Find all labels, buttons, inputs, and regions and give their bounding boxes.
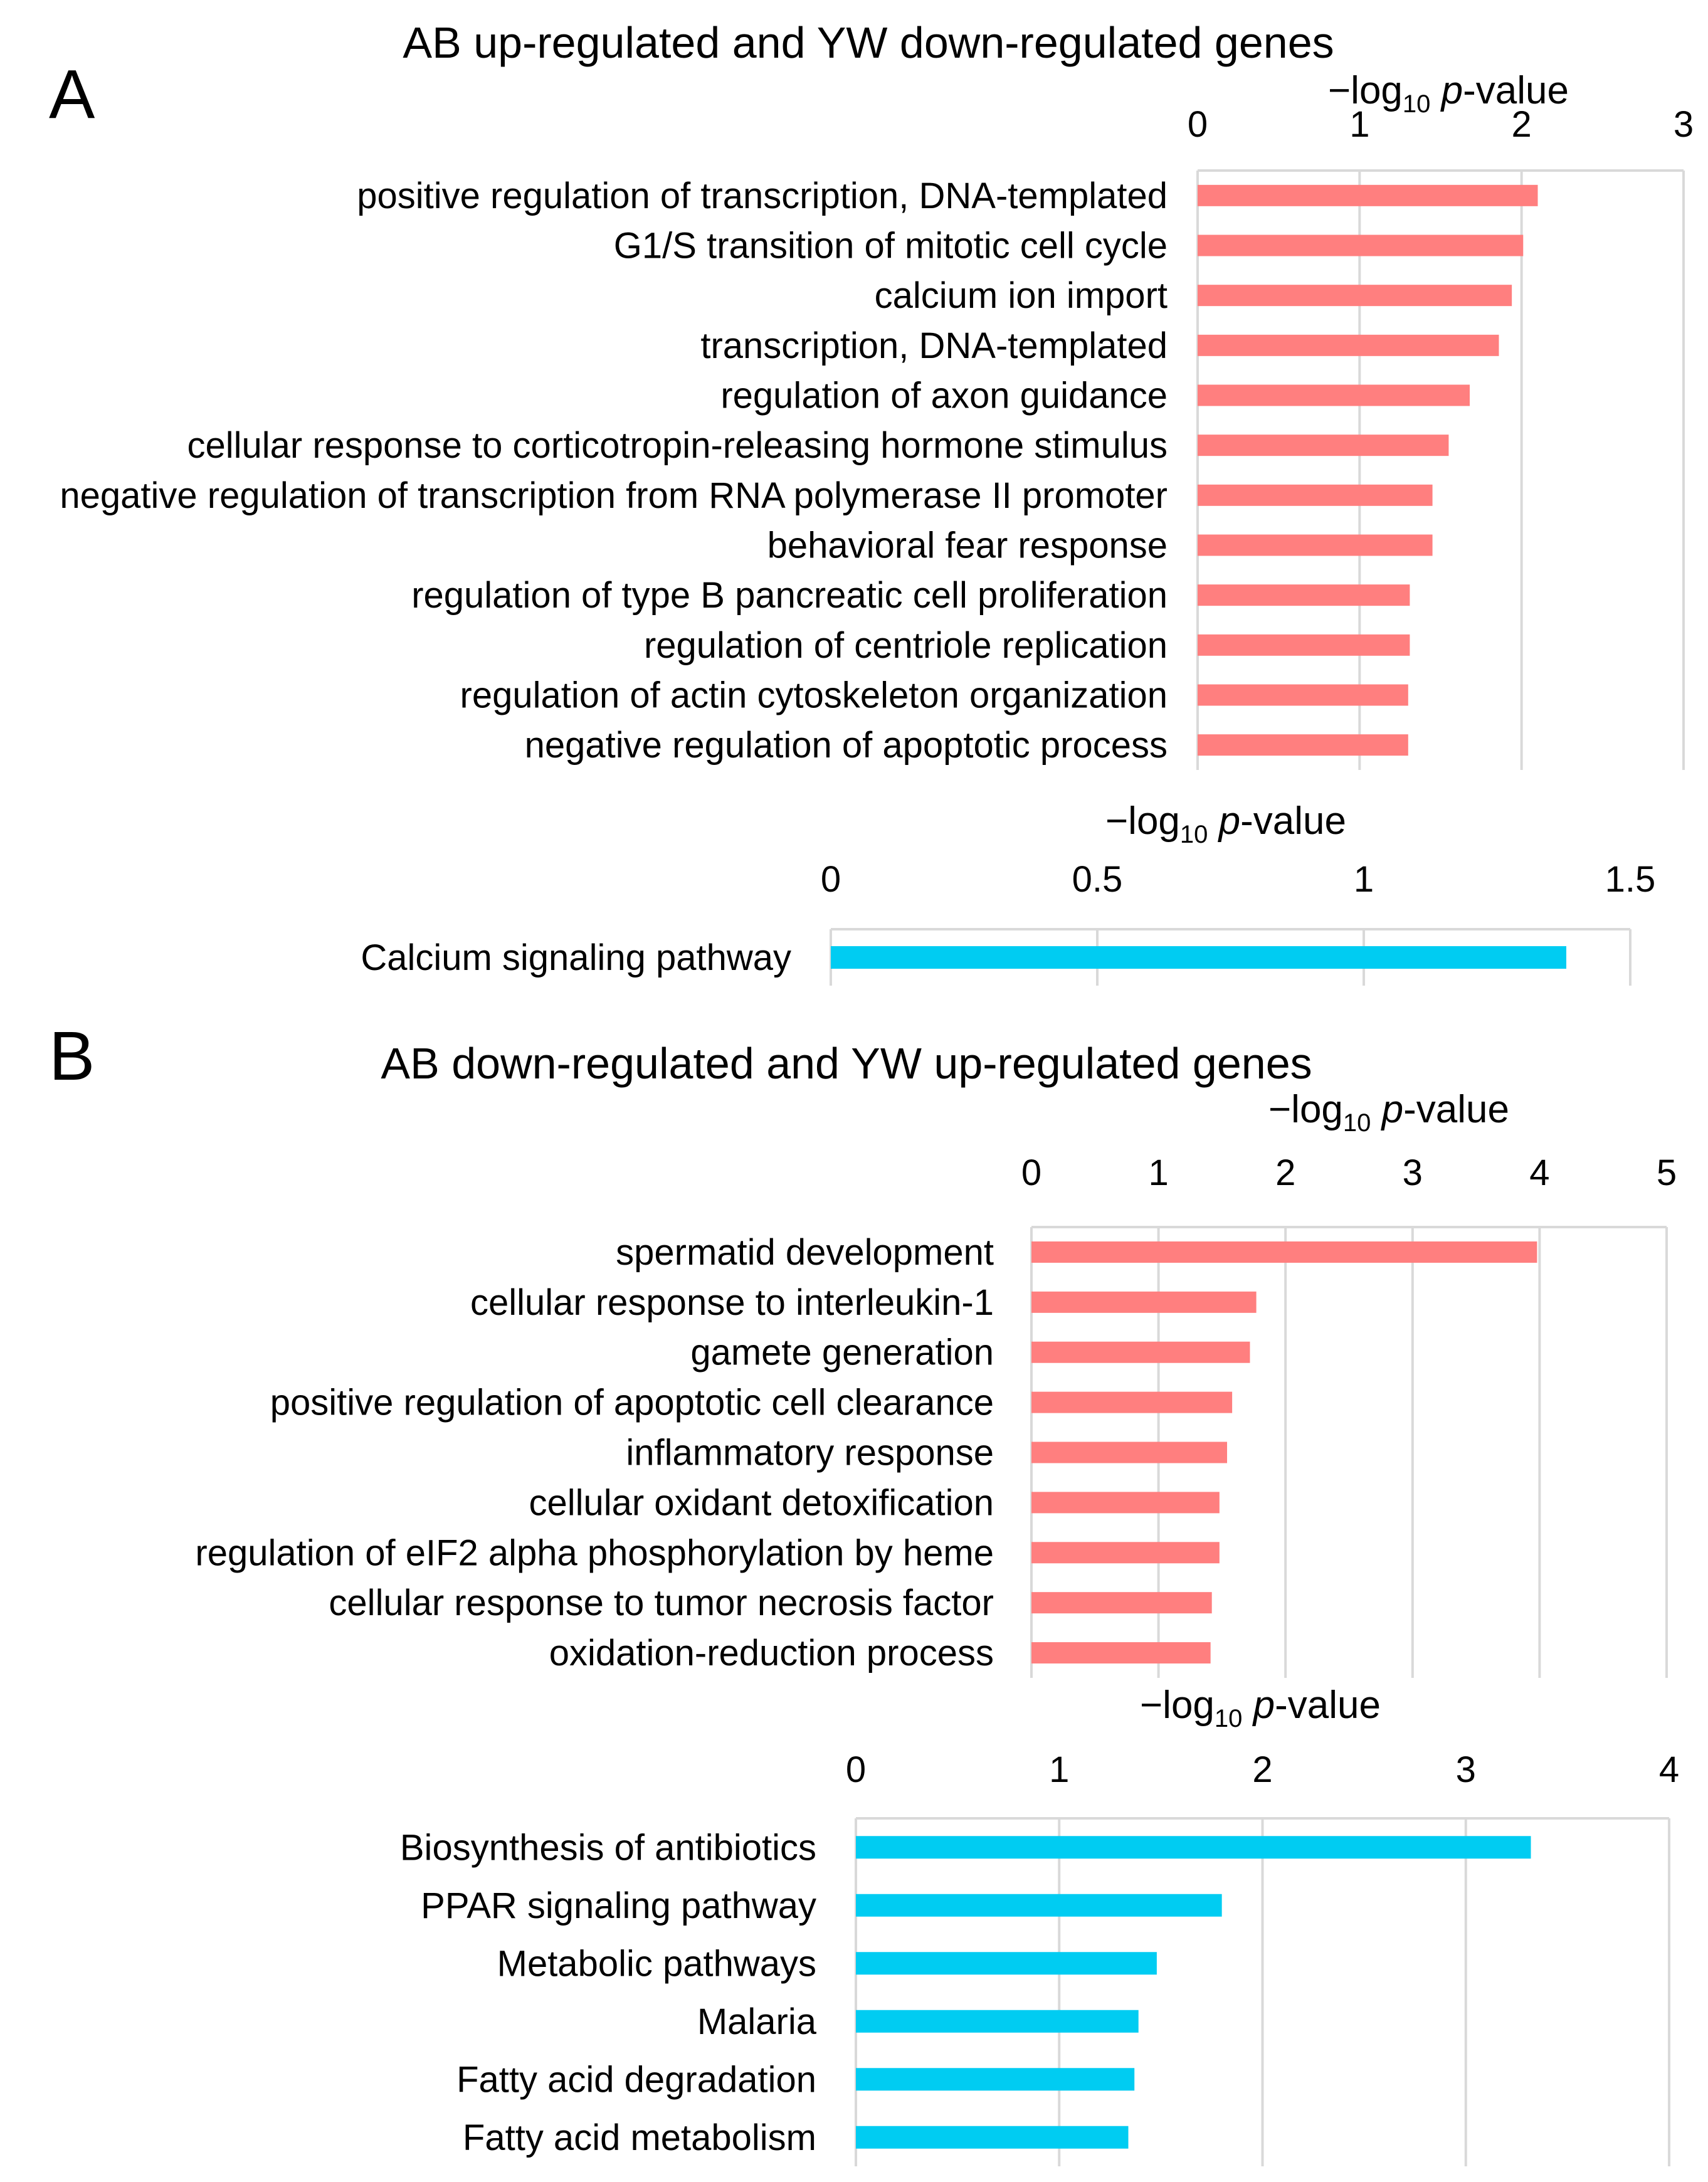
category-label: G1/S transition of mitotic cell cycle: [614, 226, 1168, 266]
chart-b-2: −log10 p-value 0 1 2 3 4 Biosynthesis of antib…: [400, 1684, 1679, 2166]
bar: [1198, 634, 1410, 656]
category-label: positive regulation of transcription, DN…: [357, 176, 1168, 216]
category-label: behavioral fear response: [767, 525, 1168, 566]
panel-label: B: [49, 1018, 95, 1095]
bar: [1198, 235, 1524, 256]
panel-title: AB up-regulated and YW down-regulated ge…: [403, 18, 1334, 67]
bar: [831, 946, 1566, 969]
bar: [1198, 435, 1449, 456]
category-label: Fatty acid degradation: [456, 2059, 816, 2100]
category-label: calcium ion import: [875, 275, 1168, 316]
tick-label: 3: [1674, 104, 1694, 145]
category-label: oxidation-reduction process: [549, 1633, 994, 1673]
tick-label: 0: [1021, 1152, 1041, 1193]
tick-label: 1: [1049, 1749, 1069, 1790]
tick-label: 2: [1252, 1749, 1272, 1790]
tick-label: 1: [1354, 859, 1374, 900]
bar: [856, 2068, 1135, 2091]
tick-label: 1.5: [1605, 859, 1656, 900]
tick-label: 0.5: [1072, 859, 1123, 900]
tick-label: 3: [1403, 1152, 1423, 1193]
tick-label: 5: [1657, 1152, 1677, 1193]
category-label: inflammatory response: [626, 1433, 994, 1473]
category-label: regulation of type B pancreatic cell pro…: [411, 575, 1168, 616]
bar: [1198, 484, 1433, 506]
bar: [856, 2126, 1129, 2149]
chart-a-1: −log10 p-value 0 1 2 3 positive regulation of…: [60, 69, 1694, 770]
bar: [856, 2010, 1139, 2033]
bar: [1031, 1642, 1211, 1664]
tick-label: 0: [846, 1749, 866, 1790]
axis-title: −log10 p-value: [1140, 1684, 1381, 1732]
panel-b: B AB down-regulated and YW up-regulated g…: [49, 1018, 1679, 2166]
category-label: Malaria: [697, 2001, 817, 2042]
tick-label: 4: [1659, 1749, 1679, 1790]
bar: [1031, 1441, 1228, 1463]
bar: [1198, 285, 1512, 307]
bar: [1198, 534, 1433, 556]
category-label: negative regulation of transcription fro…: [60, 475, 1168, 516]
bar: [1198, 684, 1408, 706]
bar: [856, 1894, 1222, 1917]
axis-title: −log10 p-value: [1268, 1088, 1509, 1137]
bar: [856, 1952, 1157, 1975]
chart-b-1: −log10 p-value 0 1 2 3 4 5 spermatid developmen…: [195, 1088, 1677, 1678]
bar: [1031, 1492, 1220, 1514]
category-label: positive regulation of apoptotic cell cl…: [270, 1383, 994, 1423]
tick-label: 2: [1512, 104, 1532, 145]
axis-title: −log10 p-value: [1328, 69, 1569, 118]
tick-label: 1: [1349, 104, 1369, 145]
bar: [1198, 384, 1470, 406]
category-label: cellular response to corticotropin-relea…: [187, 425, 1168, 466]
category-label: gamete generation: [690, 1332, 994, 1373]
category-label: regulation of eIF2 alpha phosphorylation…: [195, 1532, 994, 1573]
bar: [1031, 1291, 1257, 1313]
tick-label: 0: [1188, 104, 1208, 145]
tick-label: 4: [1529, 1152, 1549, 1193]
category-label: cellular response to tumor necrosis fact…: [329, 1583, 994, 1623]
tick-label: 3: [1456, 1749, 1476, 1790]
tick-label: 1: [1148, 1152, 1168, 1193]
category-label: regulation of centriole replication: [644, 625, 1168, 666]
category-label: PPAR signaling pathway: [421, 1885, 816, 1926]
tick-label: 0: [821, 859, 841, 900]
category-label: transcription, DNA-templated: [700, 325, 1168, 366]
category-label: regulation of axon guidance: [720, 376, 1168, 416]
panel-title: AB down-regulated and YW up-regulated ge…: [381, 1039, 1312, 1088]
tick-label: 2: [1275, 1152, 1295, 1193]
category-label: spermatid development: [616, 1232, 994, 1273]
bar: [1031, 1592, 1212, 1614]
category-label: Fatty acid metabolism: [463, 2117, 816, 2158]
bar: [1031, 1241, 1537, 1263]
bar: [1031, 1341, 1250, 1363]
bar: [1031, 1542, 1220, 1564]
bar: [1031, 1391, 1233, 1413]
category-label: Biosynthesis of antibiotics: [400, 1827, 816, 1868]
bar: [1198, 184, 1538, 206]
category-label: Metabolic pathways: [497, 1943, 816, 1984]
chart-a-2: −log10 p-value 0 0.5 1 1.5 Calcium signaling …: [361, 799, 1655, 986]
bar: [1198, 334, 1499, 356]
category-label: negative regulation of apoptotic process: [525, 725, 1168, 766]
bar: [856, 1836, 1531, 1859]
category-label: cellular response to interleukin-1: [470, 1282, 994, 1323]
category-label: Calcium signaling pathway: [361, 937, 791, 978]
bar: [1198, 734, 1408, 756]
bar: [1198, 584, 1410, 606]
category-label: cellular oxidant detoxification: [529, 1482, 994, 1523]
axis-title: −log10 p-value: [1105, 799, 1346, 848]
category-label: regulation of actin cytoskeleton organiz…: [460, 675, 1168, 716]
panel-a: A AB up-regulated and YW down-regulated g…: [49, 18, 1694, 986]
panel-label: A: [49, 56, 95, 133]
